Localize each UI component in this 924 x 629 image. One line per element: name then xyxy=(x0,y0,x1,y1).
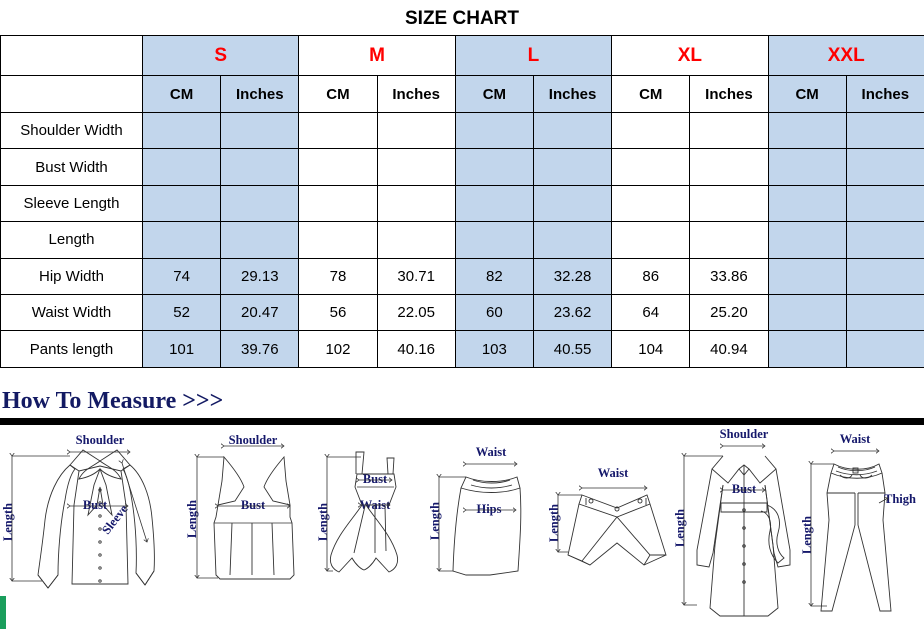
svg-text:Length: Length xyxy=(673,509,687,547)
svg-text:Bust: Bust xyxy=(363,472,388,486)
svg-text:Length: Length xyxy=(800,516,814,554)
svg-text:Length: Length xyxy=(428,502,442,540)
svg-text:Waist: Waist xyxy=(840,432,871,446)
svg-text:Length: Length xyxy=(547,504,561,542)
svg-text:Length: Length xyxy=(1,503,15,541)
svg-text:Thigh: Thigh xyxy=(884,492,916,506)
svg-text:Waist: Waist xyxy=(598,466,629,480)
svg-text:Shoulder: Shoulder xyxy=(76,433,125,447)
svg-text:Length: Length xyxy=(316,503,330,541)
svg-text:Hips: Hips xyxy=(476,502,501,516)
svg-text:Bust: Bust xyxy=(83,498,108,512)
svg-text:Bust: Bust xyxy=(241,498,266,512)
svg-text:Waist: Waist xyxy=(476,445,507,459)
svg-text:Bust: Bust xyxy=(732,482,757,496)
svg-text:Shoulder: Shoulder xyxy=(720,427,769,441)
